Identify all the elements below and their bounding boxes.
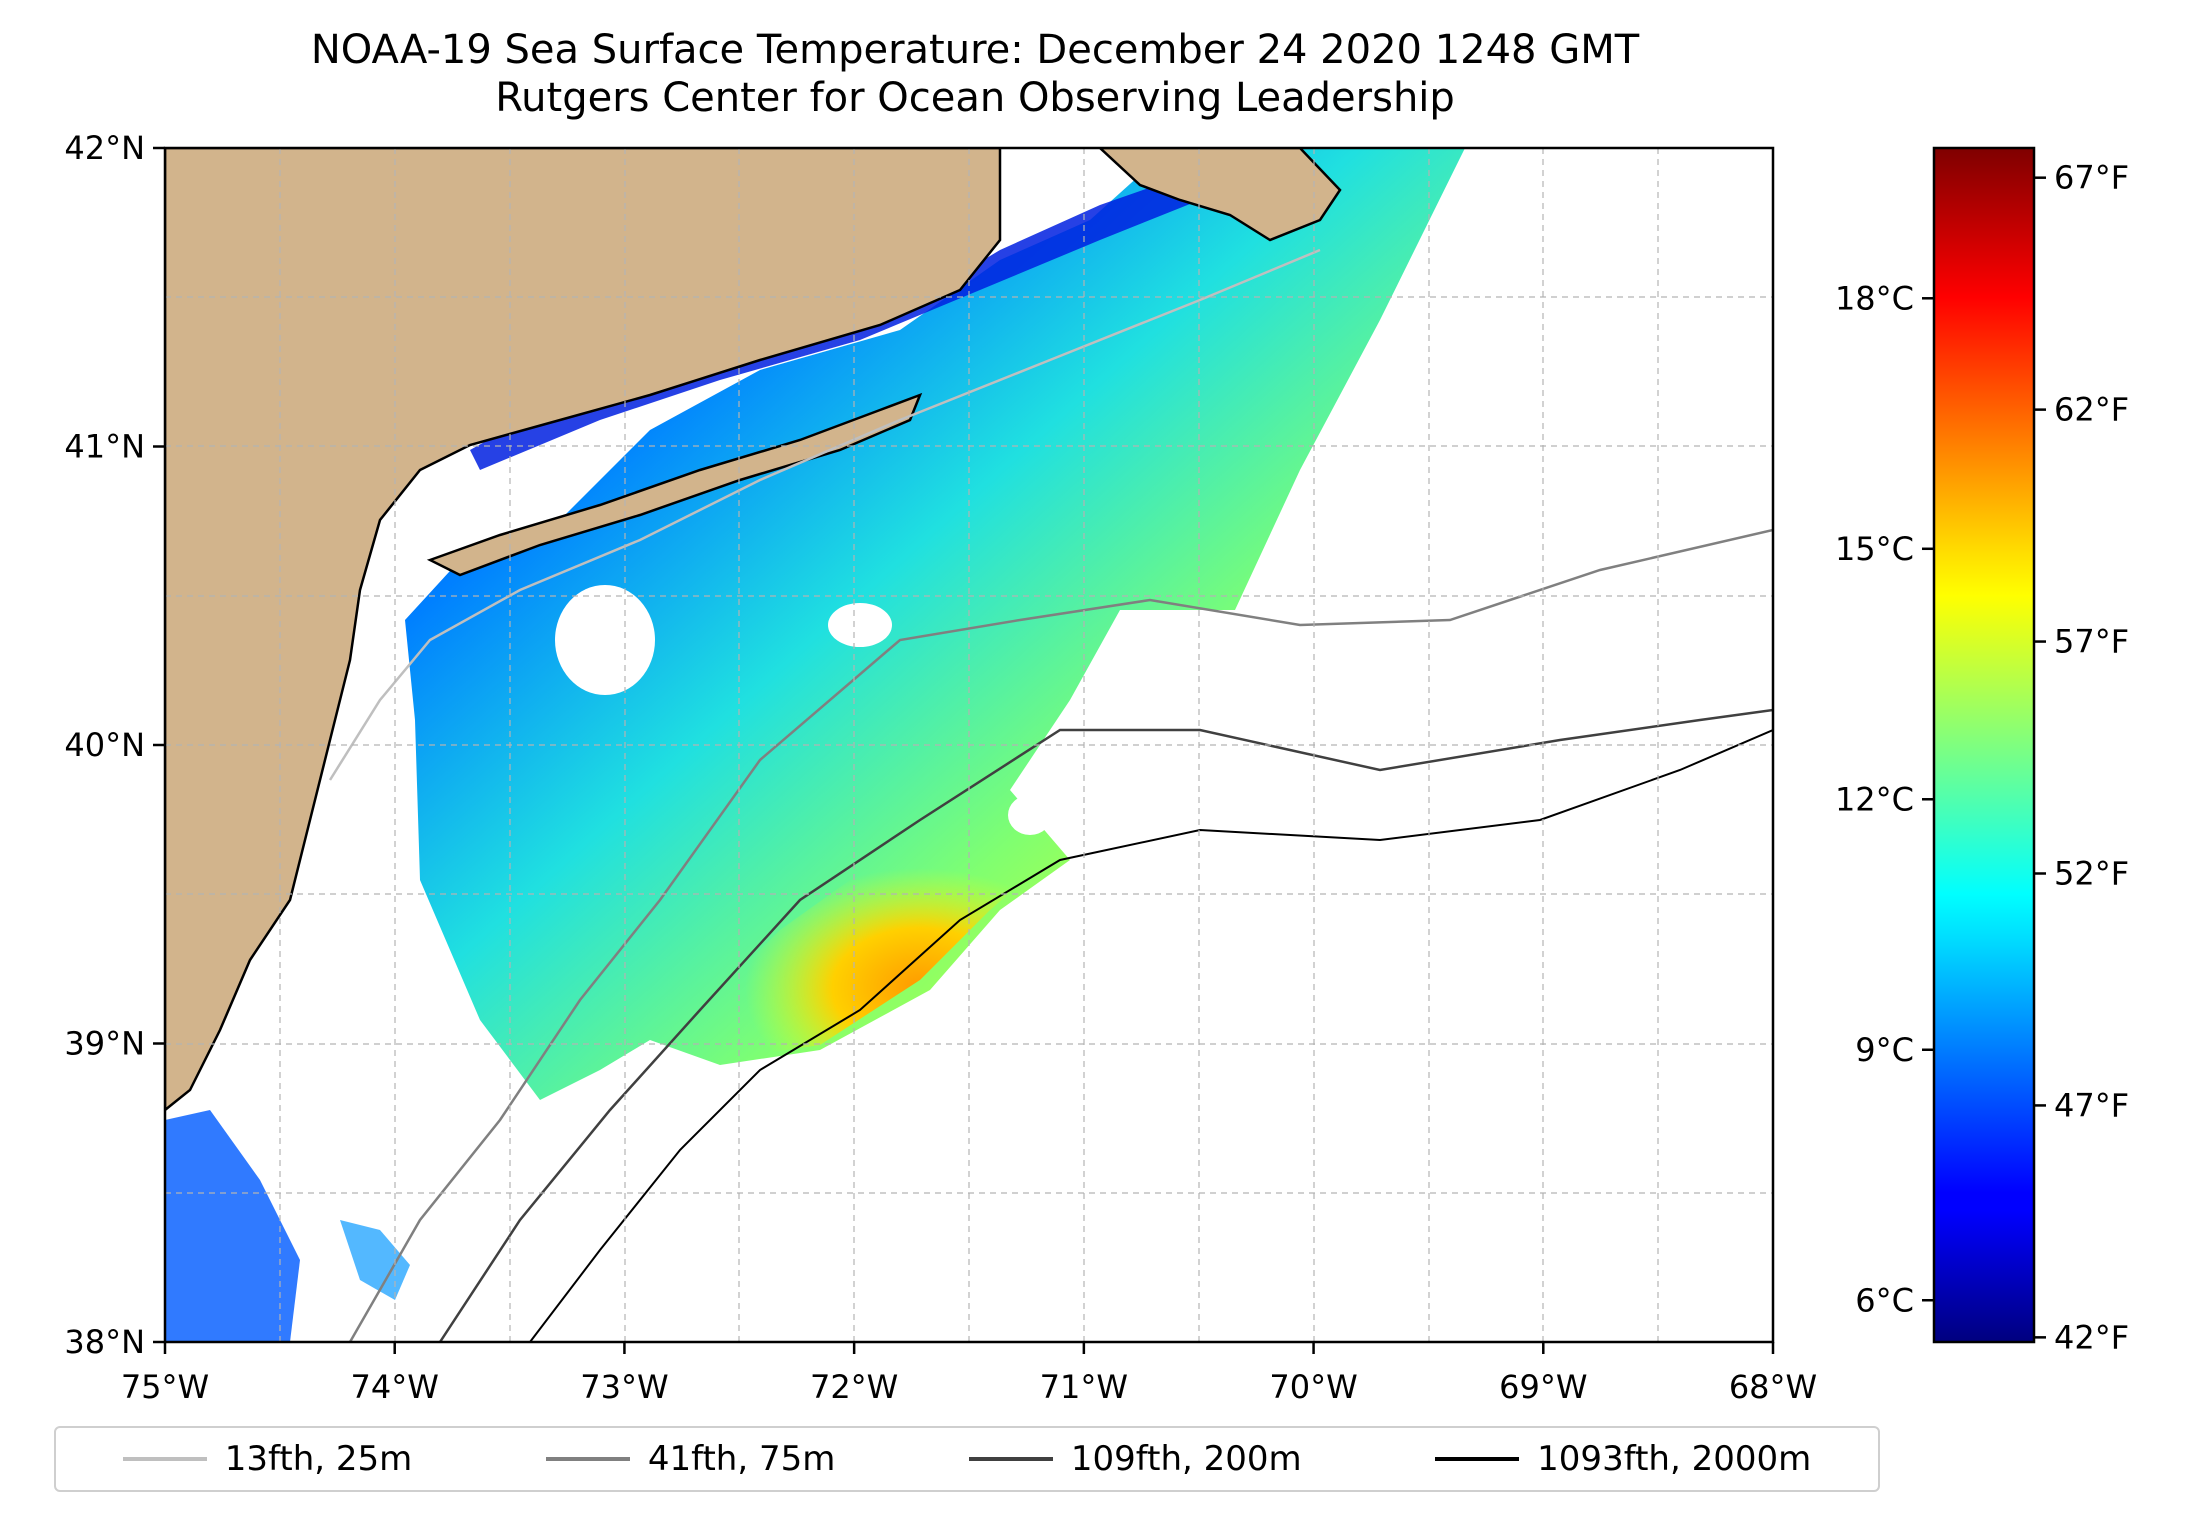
sst-southwest-patch (165, 1110, 300, 1342)
map-title: NOAA-19 Sea Surface Temperature: Decembe… (0, 26, 1950, 122)
legend-label: 13fth, 25m (224, 1439, 413, 1479)
x-tick-label: 75°W (121, 1368, 209, 1406)
sst-swath (405, 148, 1465, 1100)
x-axis: 75°W 74°W 73°W 72°W 71°W 70°W 69°W 68°W (121, 1342, 1817, 1406)
fahrenheit-tick-label: 57°F (2054, 623, 2129, 661)
x-tick-label: 73°W (580, 1368, 668, 1406)
celsius-tick-label: 18°C (1835, 279, 1914, 317)
y-tick-label: 40°N (64, 726, 145, 764)
gridlines (165, 148, 1773, 1342)
y-tick-label: 42°N (64, 129, 145, 167)
x-tick-label: 74°W (351, 1368, 439, 1406)
legend-item: 1093fth, 2000m (1435, 1439, 1811, 1479)
title-line-1: NOAA-19 Sea Surface Temperature: Decembe… (310, 27, 1640, 73)
fahrenheit-tick-label: 52°F (2054, 854, 2129, 892)
fahrenheit-tick-label: 47°F (2054, 1086, 2129, 1124)
cloud-gap (828, 603, 892, 647)
y-tick-label: 38°N (64, 1323, 145, 1361)
colorbar-fahrenheit-ticks: 42°F 47°F 52°F 57°F 62°F 67°F (2034, 159, 2129, 1356)
legend-item: 109fth, 200m (968, 1439, 1302, 1479)
legend-line-swatch (122, 1457, 207, 1461)
legend-line-swatch (1435, 1457, 1520, 1461)
fahrenheit-tick-label: 42°F (2054, 1318, 2129, 1356)
x-tick-label: 70°W (1269, 1368, 1357, 1406)
contour-200m (438, 708, 1773, 1342)
fahrenheit-tick-label: 62°F (2054, 391, 2129, 429)
contour-legend: 13fth, 25m 41fth, 75m 109fth, 200m 1093fth,… (54, 1426, 1880, 1492)
legend-item: 41fth, 75m (545, 1439, 836, 1479)
celsius-tick-label: 6°C (1855, 1281, 1914, 1319)
land-mainland (165, 148, 1002, 1112)
y-axis: 38°N 39°N 40°N 41°N 42°N (64, 129, 165, 1361)
legend-line-swatch (545, 1457, 630, 1461)
cloud-gap (1008, 795, 1052, 835)
legend-item: 13fth, 25m (122, 1439, 413, 1479)
cloud-gap (555, 585, 655, 695)
contour-25m (328, 248, 1321, 781)
title-line-2: Rutgers Center for Ocean Observing Leade… (495, 75, 1455, 121)
fahrenheit-tick-label: 67°F (2054, 159, 2129, 197)
y-tick-label: 39°N (64, 1025, 145, 1063)
y-tick-label: 41°N (64, 428, 145, 466)
x-tick-label: 71°W (1040, 1368, 1128, 1406)
x-tick-label: 68°W (1729, 1368, 1817, 1406)
colorbar (1932, 146, 2036, 1344)
celsius-tick-label: 15°C (1835, 530, 1914, 568)
contour-2000m (529, 729, 1773, 1342)
contour-75m (348, 528, 1773, 1342)
x-tick-label: 69°W (1499, 1368, 1587, 1406)
legend-label: 41fth, 75m (647, 1439, 836, 1479)
sst-small-patch (340, 1220, 410, 1300)
celsius-tick-label: 9°C (1855, 1031, 1914, 1069)
sst-warm-region (710, 820, 1060, 1060)
x-tick-label: 72°W (810, 1368, 898, 1406)
land-long-island (426, 392, 923, 577)
legend-line-swatch (968, 1457, 1053, 1461)
legend-label: 1093fth, 2000m (1537, 1439, 1812, 1479)
legend-label: 109fth, 200m (1070, 1439, 1302, 1479)
celsius-tick-label: 12°C (1835, 780, 1914, 818)
land-cape-cod (1098, 148, 1342, 242)
colorbar-celsius-ticks: 6°C 9°C 12°C 15°C 18°C (1835, 279, 1934, 1319)
